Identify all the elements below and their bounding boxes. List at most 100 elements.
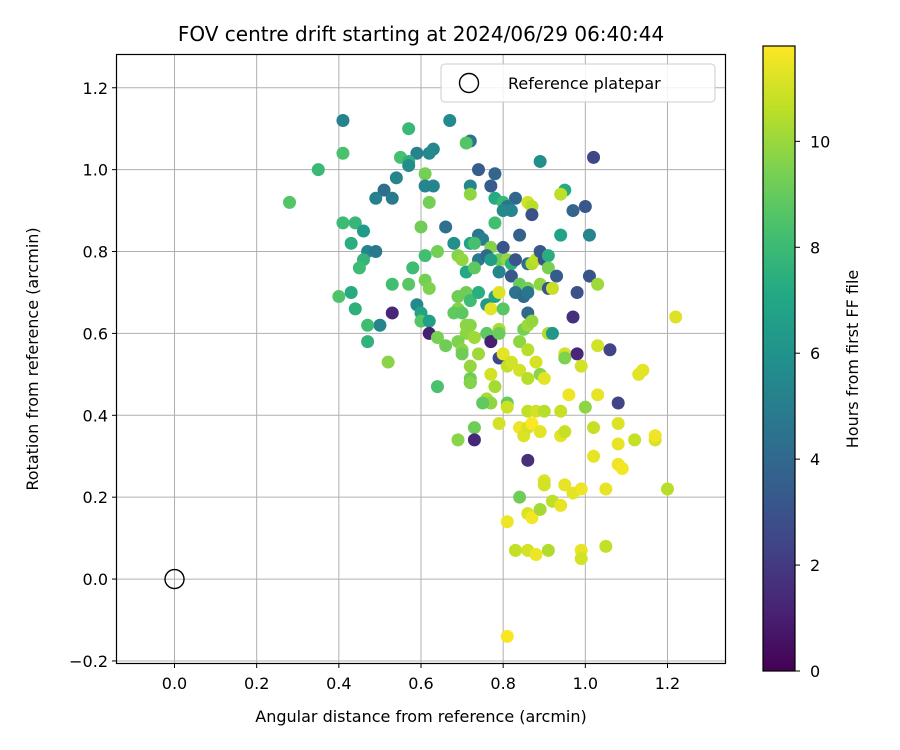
scatter-point bbox=[496, 302, 510, 316]
scatter-point bbox=[492, 285, 506, 299]
scatter-point bbox=[570, 285, 584, 299]
scatter-point bbox=[459, 136, 473, 150]
scatter-point bbox=[385, 306, 399, 320]
y-tick-label: 1.2 bbox=[83, 79, 108, 98]
scatter-point bbox=[587, 449, 601, 463]
scatter-point bbox=[591, 388, 605, 402]
scatter-point bbox=[385, 191, 399, 205]
scatter-point bbox=[508, 543, 522, 557]
scatter-point bbox=[525, 314, 539, 328]
scatter-point bbox=[554, 187, 568, 201]
scatter-point bbox=[467, 433, 481, 447]
scatter-point bbox=[513, 228, 527, 242]
scatter-point bbox=[496, 240, 510, 254]
scatter-point bbox=[488, 167, 502, 181]
chart-title: FOV centre drift starting at 2024/06/29 … bbox=[178, 22, 664, 46]
scatter-point bbox=[369, 191, 383, 205]
scatter-point bbox=[550, 269, 564, 283]
colorbar-tick-label: 2 bbox=[810, 556, 820, 575]
scatter-point bbox=[545, 326, 559, 340]
scatter-point bbox=[361, 318, 375, 332]
y-tick-label: 0.0 bbox=[83, 570, 108, 589]
scatter-point bbox=[558, 425, 572, 439]
scatter-point bbox=[472, 347, 486, 361]
scatter-point bbox=[418, 249, 432, 263]
scatter-point bbox=[451, 433, 465, 447]
scatter-point bbox=[467, 261, 481, 275]
scatter-point bbox=[500, 515, 514, 529]
scatter-point bbox=[311, 163, 325, 177]
scatter-point bbox=[513, 490, 527, 504]
scatter-point bbox=[439, 220, 453, 234]
scatter-point bbox=[467, 421, 481, 435]
scatter-point bbox=[562, 388, 576, 402]
colorbar bbox=[762, 45, 796, 672]
scatter-point bbox=[566, 204, 580, 218]
scatter-point bbox=[574, 552, 588, 566]
scatter-point bbox=[406, 261, 420, 275]
scatter-point bbox=[504, 204, 518, 218]
scatter-point bbox=[336, 216, 350, 230]
scatter-point bbox=[422, 314, 436, 328]
y-axis-ticks: −0.2 0.0 0.2 0.4 0.6 0.8 1.0 1.2 bbox=[69, 79, 117, 671]
scatter-point bbox=[348, 302, 362, 316]
scatter-point bbox=[484, 367, 498, 381]
scatter-point bbox=[508, 253, 522, 267]
scatter-point bbox=[529, 355, 543, 369]
scatter-point bbox=[578, 400, 592, 414]
scatter-point bbox=[615, 462, 629, 476]
x-tick-label: 0.6 bbox=[408, 674, 433, 693]
scatter-point bbox=[344, 285, 358, 299]
scatter-point bbox=[336, 114, 350, 128]
scatter-point bbox=[369, 245, 383, 259]
scatter-point bbox=[488, 216, 502, 230]
colorbar-tick-label: 8 bbox=[810, 238, 820, 257]
scatter-point bbox=[467, 236, 481, 250]
scatter-point bbox=[591, 277, 605, 291]
scatter-point bbox=[463, 359, 477, 373]
reference-point-marker bbox=[164, 568, 185, 590]
scatter-point bbox=[414, 220, 428, 234]
scatter-point bbox=[356, 224, 370, 238]
y-tick-label: −0.2 bbox=[69, 652, 108, 671]
legend: Reference platepar bbox=[440, 63, 716, 103]
scatter-point bbox=[611, 437, 625, 451]
scatter-point bbox=[348, 216, 362, 230]
scatter-point bbox=[558, 351, 572, 365]
scatter-point bbox=[628, 433, 642, 447]
scatter-point bbox=[492, 326, 506, 340]
scatter-point bbox=[525, 511, 539, 525]
scatter-point bbox=[533, 502, 547, 516]
x-tick-label: 0.2 bbox=[244, 674, 269, 693]
scatter-point bbox=[582, 269, 596, 283]
scatter-point bbox=[463, 376, 477, 390]
scatter-point bbox=[599, 482, 613, 496]
scatter-point bbox=[554, 498, 568, 512]
scatter-point bbox=[402, 277, 416, 291]
scatter-point bbox=[669, 310, 683, 324]
scatter-point bbox=[500, 629, 514, 643]
scatter-point bbox=[533, 154, 547, 168]
scatter-point bbox=[525, 208, 539, 222]
scatter-point bbox=[492, 265, 506, 279]
legend-box bbox=[440, 63, 716, 103]
legend-reference-icon bbox=[458, 72, 480, 94]
scatter-point bbox=[430, 331, 444, 345]
scatter-point bbox=[587, 150, 601, 164]
scatter-point bbox=[521, 371, 535, 385]
scatter-point bbox=[402, 159, 416, 173]
y-tick-label: 0.2 bbox=[83, 488, 108, 507]
x-axis-label: Angular distance from reference (arcmin) bbox=[255, 707, 586, 726]
scatter-point bbox=[463, 187, 477, 201]
scatter-point bbox=[587, 421, 601, 435]
y-tick-label: 0.6 bbox=[83, 324, 108, 343]
scatter-point bbox=[525, 416, 539, 430]
scatter-point bbox=[574, 359, 588, 373]
scatter-point bbox=[574, 482, 588, 496]
scatter-point bbox=[648, 429, 662, 443]
scatter-point bbox=[484, 302, 498, 316]
scatter-point bbox=[537, 404, 551, 418]
scatter-point bbox=[443, 114, 457, 128]
scatter-point bbox=[513, 363, 527, 377]
scatter-point bbox=[521, 285, 535, 299]
